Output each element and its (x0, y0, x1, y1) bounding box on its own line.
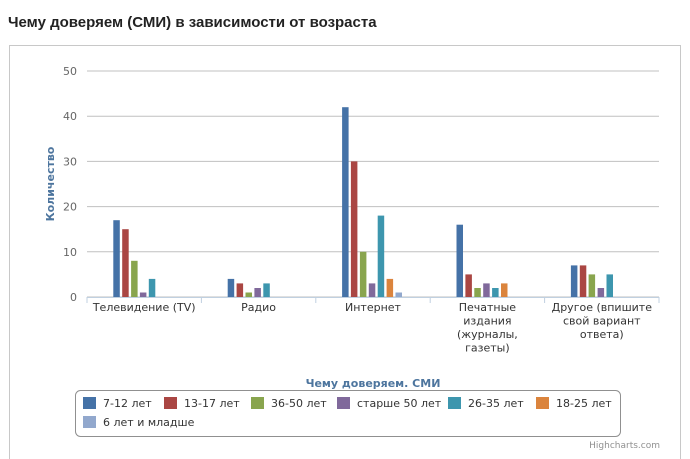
legend-item[interactable]: старше 50 лет (337, 397, 442, 410)
bar[interactable] (377, 215, 385, 297)
bar[interactable] (254, 288, 261, 297)
bar[interactable] (483, 283, 490, 297)
x-axis-title: Чему доверяем. СМИ (306, 377, 441, 390)
legend-swatch (83, 397, 96, 409)
bar[interactable] (386, 278, 394, 297)
bar[interactable] (227, 278, 235, 297)
legend-swatch (251, 397, 264, 409)
bar[interactable] (492, 288, 499, 297)
legend-label: 13-17 лет (184, 397, 240, 410)
legend-label: старше 50 лет (357, 397, 442, 410)
legend-swatch (536, 397, 549, 409)
legend-item[interactable]: 13-17 лет (164, 397, 240, 410)
y-tick-label: 40 (63, 110, 77, 123)
x-tick-label: Другое (впишите свой вариант ответа) (552, 301, 653, 341)
legend-item[interactable]: 36-50 лет (251, 397, 327, 410)
bar[interactable] (570, 265, 578, 297)
bar[interactable] (359, 251, 367, 297)
legend-swatch (448, 397, 461, 409)
bar[interactable] (474, 288, 481, 297)
x-tick-label: Печатные издания (журналы, газеты) (457, 301, 518, 355)
bar[interactable] (131, 260, 138, 297)
bar[interactable] (113, 220, 120, 297)
x-tick-label: Интернет (345, 301, 402, 314)
legend-box (75, 390, 621, 437)
bar[interactable] (350, 161, 358, 297)
bar[interactable] (368, 283, 376, 297)
y-tick-label: 30 (63, 155, 77, 168)
bar[interactable] (342, 107, 349, 297)
x-tick-label: Радио (241, 301, 276, 314)
bar[interactable] (606, 274, 614, 297)
legend-item[interactable]: 26-35 лет (448, 397, 524, 410)
y-tick-label: 10 (63, 246, 77, 259)
bar[interactable] (236, 283, 244, 297)
legend-label: 26-35 лет (468, 397, 524, 410)
legend-label: 18-25 лет (556, 397, 612, 410)
legend-swatch (337, 397, 350, 409)
bar[interactable] (465, 274, 472, 297)
y-tick-label: 50 (63, 65, 77, 78)
bar[interactable] (597, 288, 605, 297)
x-axis: Телевидение (TV) Радио Интернет Печатные изд… (86, 297, 660, 355)
y-tick-label: 20 (63, 201, 77, 214)
legend-label: 36-50 лет (271, 397, 327, 410)
bar[interactable] (501, 283, 508, 297)
legend-item[interactable]: 6 лет и младше (83, 416, 195, 429)
y-axis-ticks: 0 10 20 30 40 50 (63, 65, 77, 304)
bar[interactable] (122, 229, 129, 297)
bar[interactable] (245, 292, 253, 298)
bar[interactable] (579, 265, 587, 297)
legend: 7-12 лет 13-17 лет 36-50 лет старше 50 лет 2… (75, 390, 621, 437)
page-title: Чему доверяем (СМИ) в зависимости от воз… (8, 14, 377, 31)
x-tick-label: Телевидение (TV) (92, 301, 196, 314)
legend-swatch (83, 416, 96, 428)
grid-lines (87, 70, 659, 298)
bar[interactable] (139, 292, 147, 298)
y-tick-label: 0 (70, 291, 77, 304)
bars (113, 107, 613, 297)
y-axis-title: Количество (44, 146, 57, 221)
bar[interactable] (395, 292, 403, 298)
bar[interactable] (456, 224, 464, 297)
legend-item[interactable]: 18-25 лет (536, 397, 612, 410)
credits-link[interactable]: Highcharts.com (589, 441, 660, 451)
bar[interactable] (588, 274, 596, 297)
bar[interactable] (263, 283, 270, 297)
legend-item[interactable]: 7-12 лет (83, 397, 152, 410)
legend-label: 6 лет и младше (103, 416, 195, 429)
bar[interactable] (148, 278, 156, 297)
legend-swatch (164, 397, 177, 409)
legend-label: 7-12 лет (103, 397, 152, 410)
